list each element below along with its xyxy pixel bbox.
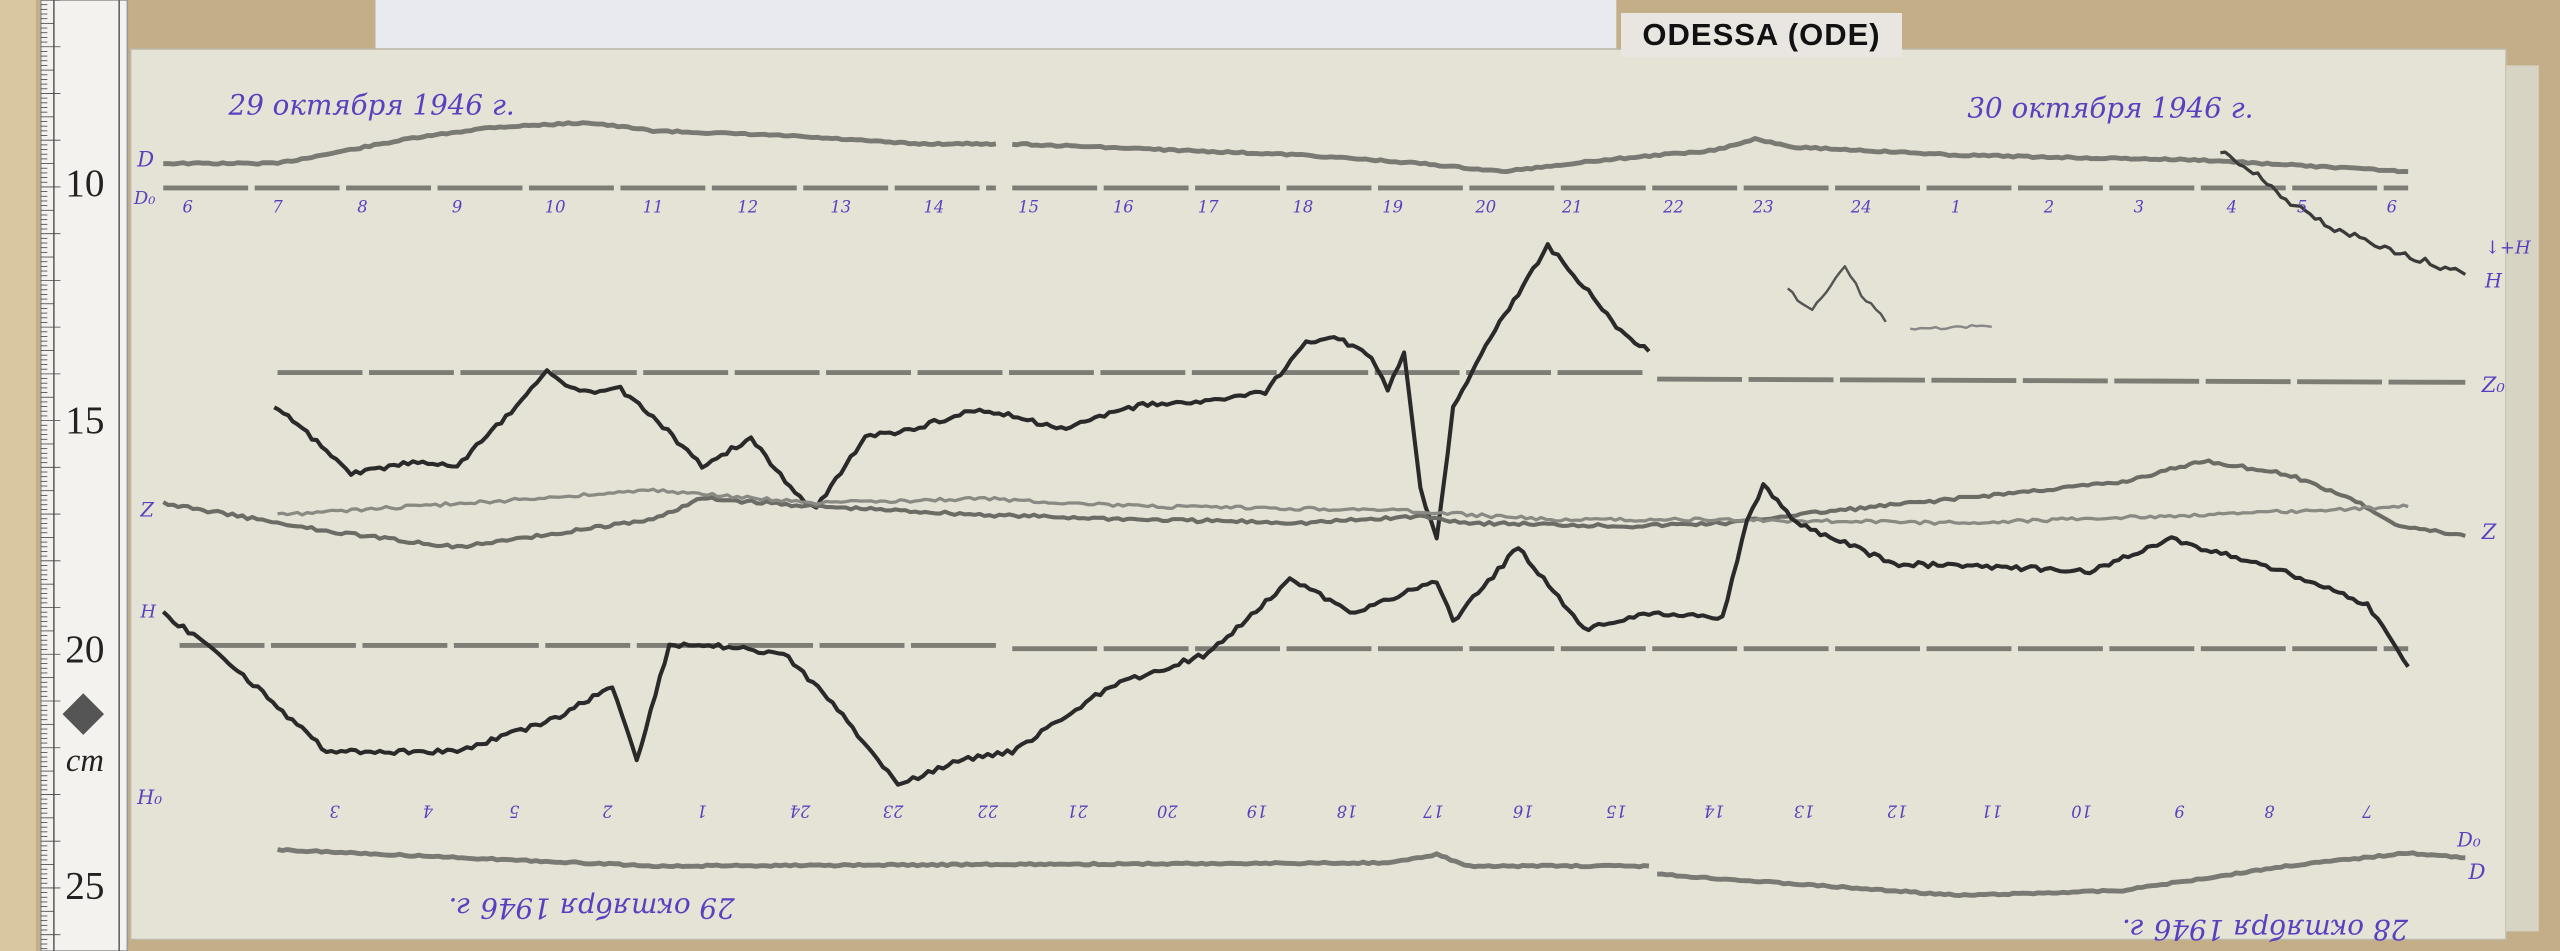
baselines [163, 185, 2466, 652]
hour-mark-top: 6 [183, 197, 193, 216]
hour-mark-top: 15 [1018, 197, 1039, 216]
hour-mark-top: 22 [1662, 197, 1684, 216]
hour-mark-bottom: 13 [1794, 802, 1815, 821]
label-z0: Z₀ [2481, 373, 2506, 398]
hour-mark-top: 9 [452, 197, 462, 216]
label-d: D [136, 148, 154, 173]
hour-mark-top: 14 [923, 197, 944, 216]
hour-mark-bottom: 8 [2264, 802, 2274, 821]
hour-mark-top: 4 [2226, 197, 2237, 216]
hour-mark-bottom: 5 [509, 802, 519, 821]
hour-mark-top: 16 [1113, 197, 1134, 216]
hour-mark-bottom: 14 [1704, 802, 1725, 821]
h-trace-fragment-2 [1910, 323, 1992, 331]
ruler-mark-10: 10 [65, 162, 104, 205]
h-trace-main [273, 242, 1651, 541]
hour-mark-top: 24 [1850, 197, 1872, 216]
label-z-left: Z [139, 498, 154, 521]
hour-mark-bottom: 2 [602, 802, 613, 821]
hour-mark-top: 17 [1198, 197, 1219, 216]
hour-marks-top: 6 7 8 9 10 11 12 13 14 15 16 17 18 19 20 21 22 23 24 1 2 3 4 5 6 [183, 197, 2397, 216]
label-h0: H₀ [136, 786, 162, 809]
ruler-unit: cm [66, 743, 104, 779]
hour-mark-bottom: 24 [790, 802, 812, 821]
hour-mark-bottom: 22 [977, 802, 999, 821]
hour-mark-bottom: 23 [883, 802, 905, 821]
hour-mark-top: 6 [2387, 197, 2397, 216]
date-top-left: 29 октября 1946 г. [228, 88, 515, 121]
date-bottom-right: 28 октября 1946 г. [2122, 913, 2409, 946]
label-z-right: Z [2481, 520, 2498, 545]
hour-mark-top: 1 [1951, 197, 1961, 216]
label-d-bottom: D [2468, 860, 2486, 885]
label-d0: D₀ [133, 188, 156, 209]
hour-mark-top: 18 [1292, 197, 1313, 216]
hour-mark-bottom: 11 [1981, 802, 2002, 821]
hour-mark-top: 2 [2043, 197, 2054, 216]
station-label: ODESSA (ODE) [1621, 13, 1902, 57]
label-d0-bottom: D₀ [2456, 828, 2481, 851]
date-top-right: 30 октября 1946 г. [1967, 92, 2253, 125]
hour-mark-bottom: 4 [423, 802, 434, 821]
ruler-mark-15: 15 [65, 399, 104, 442]
d-trace-2 [1012, 135, 2409, 175]
hour-mark-top: 11 [643, 197, 664, 216]
hour-mark-bottom: 7 [2362, 802, 2373, 821]
hour-mark-top: 20 [1474, 197, 1496, 216]
z-trace-2 [277, 487, 2409, 526]
h-trace-fragment-1 [1786, 265, 1887, 323]
h-trace-lower [161, 482, 2410, 787]
wallpaper-edge [0, 0, 36, 951]
hour-marks-bottom: 3 4 5 2 1 24 23 22 21 20 19 18 17 16 15 14 13 12 11 10 9 8 7 [330, 802, 2373, 821]
ruler-mark-20: 20 [65, 628, 104, 671]
hour-mark-top: 3 [2134, 197, 2144, 216]
hour-mark-bottom: 9 [2174, 802, 2184, 821]
label-h-left: H [139, 602, 156, 623]
hour-mark-bottom: 19 [1247, 802, 1268, 821]
hour-mark-bottom: 16 [1513, 802, 1534, 821]
d-trace-bottom-2 [1657, 850, 2466, 899]
hour-mark-bottom: 20 [1157, 802, 1179, 821]
hour-mark-top: 21 [1561, 197, 1583, 216]
hour-mark-bottom: 21 [1067, 802, 1089, 821]
hour-mark-top: 5 [2297, 197, 2307, 216]
hour-mark-top: 12 [737, 197, 758, 216]
hour-mark-bottom: 15 [1606, 802, 1627, 821]
label-h-arrow: ↓+H [2485, 237, 2531, 258]
hour-mark-top: 23 [1752, 197, 1774, 216]
hour-mark-top: 10 [545, 197, 566, 216]
hour-mark-bottom: 18 [1337, 802, 1358, 821]
d-trace-bottom-1 [277, 847, 1650, 870]
hour-mark-bottom: 12 [1887, 802, 1908, 821]
magnetogram-sheet [129, 48, 2507, 941]
hour-mark-top: 7 [272, 197, 283, 216]
h-trace-top-right [2220, 150, 2467, 276]
label-h-right: H [2484, 270, 2503, 293]
z-trace-1 [162, 458, 2466, 550]
hour-mark-top: 19 [1382, 197, 1403, 216]
ruler: 10 15 20 25 cm [40, 0, 129, 951]
d-trace-1 [163, 120, 997, 167]
hour-mark-bottom: 10 [2071, 802, 2092, 821]
hour-mark-top: 8 [357, 197, 367, 216]
sheet-edge [2506, 65, 2539, 932]
hour-mark-bottom: 1 [697, 802, 707, 821]
ruler-mark-25: 25 [65, 865, 104, 908]
date-bottom-left: 29 октября 1946 г. [449, 892, 736, 925]
hour-mark-bottom: 3 [330, 802, 340, 821]
hour-mark-bottom: 17 [1422, 802, 1443, 821]
hour-mark-top: 13 [830, 197, 851, 216]
